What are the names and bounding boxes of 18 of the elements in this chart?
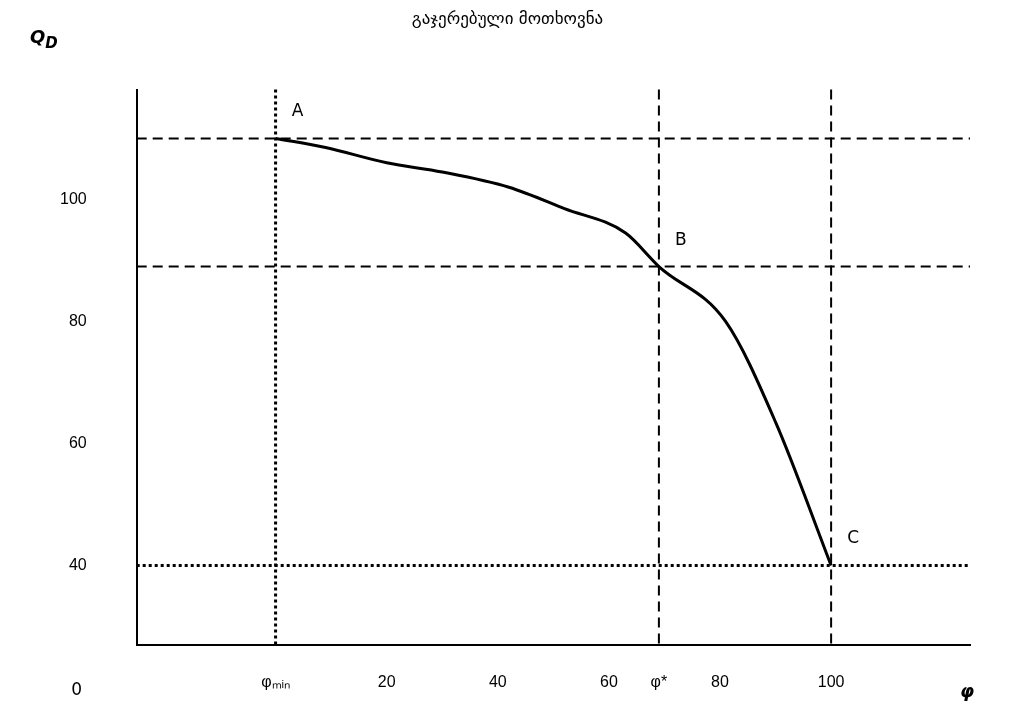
chart-title: გაჯერებული მოთხოვნა	[411, 8, 604, 28]
annotation: A	[291, 100, 304, 121]
y-axis-title: Q$_{D}$	[30, 26, 58, 52]
text: 0	[71, 678, 83, 699]
x-tick-label: φₘᵢₙ	[261, 672, 291, 690]
annotation: C	[847, 527, 860, 548]
x-axis-title: φ	[960, 680, 975, 701]
x-tick-label: 100	[817, 672, 845, 690]
x-tick-label: 20	[377, 672, 396, 690]
y-tick-label: 100	[59, 189, 87, 207]
x-tick-label: 40	[488, 672, 507, 690]
x-tick-label: 60	[600, 672, 618, 690]
y-tick-label: 60	[68, 433, 87, 451]
annotation: B	[675, 228, 687, 249]
x-tick-label: φ*	[650, 672, 668, 690]
x-tick-label: 80	[711, 672, 730, 690]
y-tick-label: 80	[68, 311, 87, 329]
y-tick-label: 40	[68, 555, 87, 573]
